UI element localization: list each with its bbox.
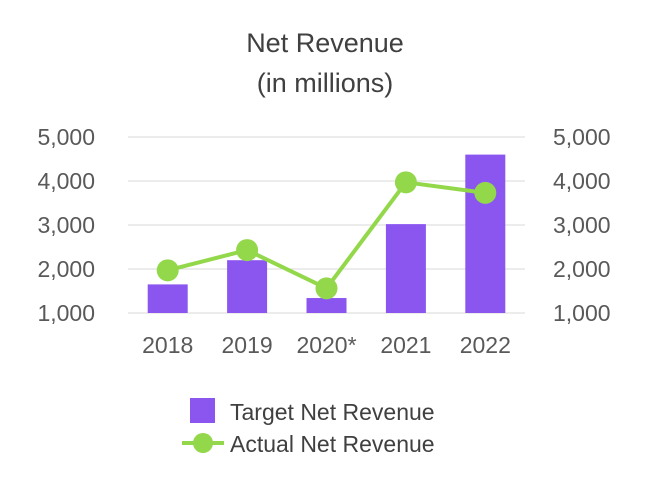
- x-tick-label: 2022: [460, 332, 511, 358]
- legend-label-actual: Actual Net Revenue: [230, 431, 435, 457]
- bar-target: [306, 298, 347, 313]
- y-tick-label-left: 5,000: [37, 124, 95, 150]
- x-axis: 2018 2019 2020* 2021 2022: [142, 332, 511, 358]
- bar-target: [147, 284, 188, 313]
- actual-point: [315, 277, 338, 300]
- y-tick-label-left: 4,000: [37, 168, 95, 194]
- legend: Target Net Revenue Actual Net Revenue: [182, 398, 435, 457]
- x-tick-label: 2018: [142, 332, 193, 358]
- y-tick-label-right: 2,000: [553, 256, 611, 282]
- chart-title-line-2: (in millions): [257, 68, 394, 98]
- actual-point: [236, 239, 259, 262]
- x-tick-label: 2021: [380, 332, 431, 358]
- x-tick-label: 2020*: [296, 332, 356, 358]
- right-y-axis: 1,000 2,000 3,000 4,000 5,000: [553, 124, 611, 326]
- y-tick-label-right: 5,000: [553, 124, 611, 150]
- actual-point: [156, 259, 179, 282]
- target-bars: [147, 154, 506, 313]
- actual-line-path: [167, 180, 486, 291]
- actual-point: [474, 181, 497, 204]
- y-tick-label-left: 1,000: [37, 300, 95, 326]
- y-tick-label-right: 3,000: [553, 212, 611, 238]
- bar-target: [385, 224, 426, 313]
- legend-label-target: Target Net Revenue: [230, 399, 435, 425]
- x-tick-label: 2019: [222, 332, 273, 358]
- legend-swatch-target: [190, 398, 215, 423]
- y-tick-label-left: 2,000: [37, 256, 95, 282]
- gridlines: [128, 136, 525, 314]
- left-y-axis: 1,000 2,000 3,000 4,000 5,000: [37, 124, 95, 326]
- y-tick-label-right: 1,000: [553, 300, 611, 326]
- chart-title-line-1: Net Revenue: [246, 28, 404, 58]
- actual-line: [156, 171, 497, 300]
- actual-point: [394, 171, 417, 194]
- y-tick-label-right: 4,000: [553, 168, 611, 194]
- y-tick-label-left: 3,000: [37, 212, 95, 238]
- legend-swatch-actual-marker: [193, 433, 213, 453]
- bar-target: [227, 260, 268, 313]
- bar-target: [465, 154, 506, 313]
